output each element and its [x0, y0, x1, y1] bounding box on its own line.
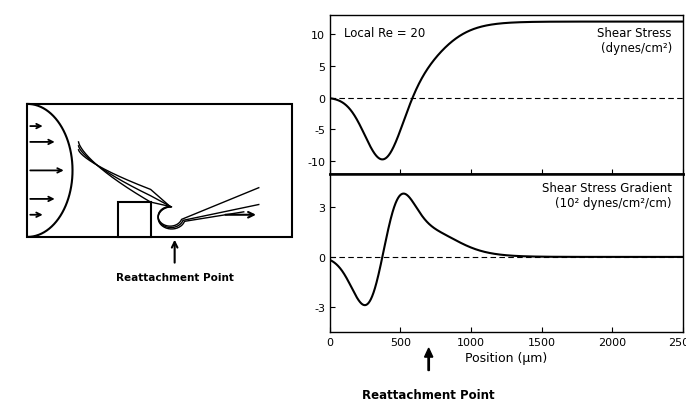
- Text: Reattachment Point: Reattachment Point: [116, 272, 234, 282]
- Text: Local Re = 20: Local Re = 20: [344, 27, 425, 40]
- Text: Reattachment Point: Reattachment Point: [362, 388, 495, 401]
- Text: Shear Stress Gradient
(10² dynes/cm²/cm): Shear Stress Gradient (10² dynes/cm²/cm): [542, 182, 672, 210]
- Bar: [27, 104, 292, 237]
- Bar: [117, 202, 151, 237]
- Text: Shear Stress
(dynes/cm²): Shear Stress (dynes/cm²): [598, 27, 672, 55]
- X-axis label: Position (μm): Position (μm): [465, 351, 547, 364]
